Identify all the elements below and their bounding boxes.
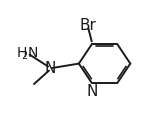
Text: H: H <box>17 46 27 60</box>
Text: N: N <box>27 46 38 60</box>
Text: N: N <box>87 84 98 99</box>
Text: 2: 2 <box>21 51 27 61</box>
Text: N: N <box>44 61 55 76</box>
Text: Br: Br <box>80 18 97 33</box>
